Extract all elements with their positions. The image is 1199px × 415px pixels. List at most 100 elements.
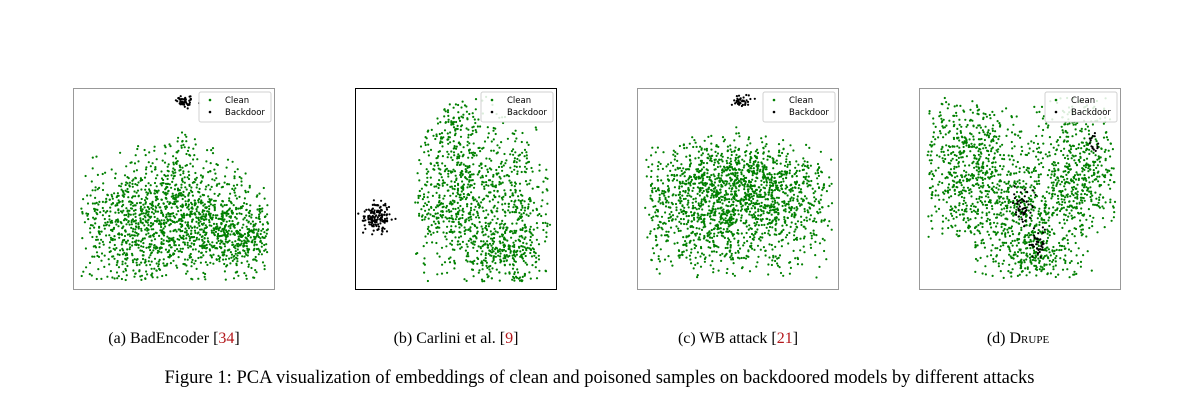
clean-point [459, 173, 462, 177]
clean-point [685, 179, 688, 182]
backdoor-point [372, 229, 375, 232]
clean-point [445, 245, 448, 248]
clean-point [245, 277, 248, 280]
backdoor-point [379, 210, 382, 213]
clean-point [808, 218, 811, 221]
clean-point [212, 253, 215, 256]
clean-point [802, 245, 805, 248]
clean-point [481, 206, 484, 209]
clean-point [253, 247, 256, 250]
clean-point [682, 172, 685, 175]
clean-point [228, 199, 231, 202]
clean-point [137, 160, 140, 163]
clean-point [712, 267, 715, 270]
clean-point [146, 273, 149, 276]
clean-point [503, 260, 506, 263]
clean-point [145, 211, 148, 214]
clean-point [790, 221, 793, 224]
clean-point [748, 213, 751, 216]
clean-point [166, 186, 169, 189]
series-clean [414, 95, 552, 283]
clean-point [700, 247, 703, 250]
clean-point [455, 212, 459, 215]
clean-point [232, 277, 236, 280]
clean-point [127, 212, 130, 215]
clean-point [114, 220, 117, 223]
clean-point [690, 232, 693, 235]
clean-point [111, 195, 114, 198]
clean-point [649, 232, 652, 235]
clean-point [727, 209, 730, 212]
clean-point [469, 174, 472, 177]
clean-point [140, 210, 143, 213]
clean-point [221, 210, 224, 213]
clean-point [766, 223, 769, 226]
clean-point [725, 169, 728, 172]
clean-point [245, 219, 248, 222]
clean-point [728, 238, 731, 241]
clean-point [97, 255, 101, 258]
clean-point [724, 217, 727, 220]
clean-point [440, 215, 443, 218]
clean-point [667, 195, 670, 198]
clean-point [734, 157, 737, 161]
clean-point [236, 232, 239, 235]
clean-point [774, 181, 778, 184]
clean-point [773, 197, 776, 200]
clean-point [730, 166, 733, 169]
clean-point [206, 237, 209, 240]
clean-point [193, 154, 196, 157]
clean-point [430, 206, 433, 209]
clean-point [775, 219, 778, 223]
clean-point [424, 141, 427, 144]
clean-point [737, 239, 740, 242]
clean-point [492, 149, 495, 152]
clean-point [721, 231, 725, 234]
clean-point [425, 137, 428, 140]
clean-point [142, 242, 145, 245]
clean-point [239, 244, 242, 247]
clean-point [742, 166, 745, 169]
clean-point [452, 140, 455, 143]
clean-point [181, 229, 184, 233]
clean-point [430, 233, 433, 236]
clean-point [685, 146, 688, 149]
clean-point [218, 256, 222, 259]
clean-point [209, 188, 212, 191]
clean-point [535, 277, 539, 280]
clean-point [424, 143, 427, 147]
clean-point [472, 173, 475, 176]
clean-point [497, 165, 501, 169]
clean-point [467, 156, 470, 159]
clean-point [447, 175, 450, 178]
clean-point [184, 186, 187, 189]
clean-point [250, 213, 253, 216]
clean-point [747, 185, 750, 188]
clean-point [497, 201, 500, 204]
clean-point [172, 229, 175, 233]
clean-point [514, 140, 517, 143]
clean-point [730, 153, 733, 157]
clean-point [520, 215, 523, 218]
clean-point [775, 162, 778, 165]
clean-point [743, 241, 746, 244]
clean-point [155, 231, 158, 235]
clean-point [786, 216, 789, 220]
clean-point [164, 175, 167, 178]
clean-point [425, 203, 429, 207]
clean-point [137, 195, 140, 198]
legend-marker-backdoor [208, 110, 212, 114]
clean-point [717, 191, 720, 194]
clean-point [449, 131, 452, 134]
clean-point [469, 260, 472, 263]
clean-point [803, 207, 806, 211]
clean-point [215, 163, 218, 166]
clean-point [789, 266, 792, 269]
clean-point [742, 174, 745, 177]
clean-point [427, 217, 430, 220]
clean-point [197, 217, 200, 220]
clean-point [195, 267, 198, 270]
clean-point [144, 258, 147, 261]
clean-point [186, 270, 189, 273]
clean-point [699, 233, 702, 236]
